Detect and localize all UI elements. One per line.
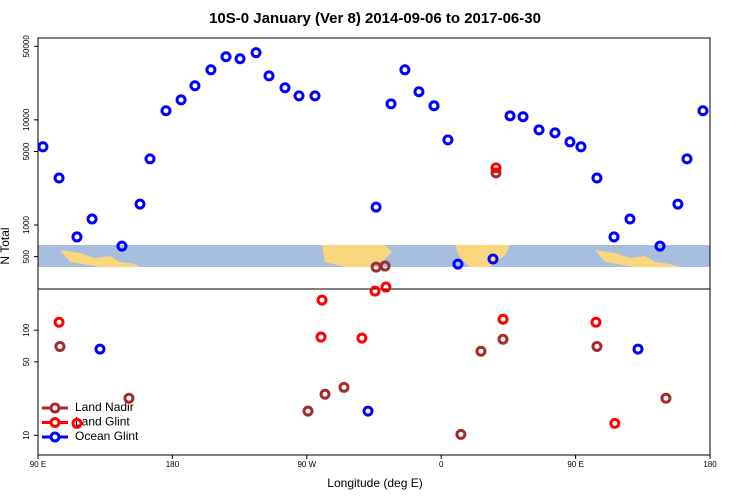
point [302,405,314,417]
point [315,331,327,343]
point [220,51,232,63]
point [591,172,603,184]
point [452,258,464,270]
point [160,105,172,117]
point [134,198,146,210]
y-tick-label: 5000 [22,142,31,160]
point [428,100,440,112]
legend-label: Land Glint [75,415,130,429]
y-tick-label: 100 [22,323,31,337]
point [94,343,106,355]
x-tick-label: 90 E [30,460,46,469]
point [234,53,246,65]
point [385,98,397,110]
point [654,240,666,252]
point [338,381,350,393]
point [442,134,454,146]
point [362,405,374,417]
point [144,153,156,165]
point [369,285,381,297]
point [591,340,603,352]
y-tick-label: 50 [22,357,31,366]
point [293,90,305,102]
point [309,90,321,102]
point [53,316,65,328]
legend-label: Ocean Glint [75,429,139,443]
point [517,111,529,123]
y-tick-label: 50000 [22,35,31,58]
x-axis-label: Longitude (deg E) [327,476,422,490]
point [497,333,509,345]
point [660,392,672,404]
point [370,261,382,273]
point [37,141,49,153]
map-strip [38,245,710,267]
point [86,213,98,225]
point [490,162,502,174]
legend-label: Land Nadir [75,400,134,414]
legend-marker [49,431,61,443]
point [490,167,502,179]
point [319,388,331,400]
point [487,253,499,265]
point [189,80,201,92]
legend-marker [49,417,61,428]
plot-frame [37,37,711,456]
point [71,417,83,429]
point [413,86,425,98]
y-axis-label: N Total [0,227,12,264]
y-tick-label: 10000 [22,108,31,131]
point [681,153,693,165]
x-tick-label: 90 E [567,460,583,469]
point [71,231,83,243]
point [672,198,684,210]
point [399,64,411,76]
y-tick-label: 10 [22,430,31,439]
point [624,213,636,225]
point [497,313,509,325]
x-tick-label: 180 [166,460,180,469]
point [263,70,275,82]
y-tick-label: 500 [22,249,31,263]
point [590,316,602,328]
point [380,281,392,293]
point [564,136,576,148]
legend-marker [49,402,61,414]
x-tick-label: 90 W [297,460,316,469]
point [632,343,644,355]
point [116,240,128,252]
point [316,294,328,306]
point [697,105,709,117]
point [455,428,467,440]
point [370,201,382,213]
point [533,124,545,136]
point [356,332,368,344]
y-tick-label: 1000 [22,216,31,234]
point [549,127,561,139]
point [53,172,65,184]
point [609,417,621,429]
point [575,141,587,153]
point [54,340,66,352]
chart-title: 10S-0 January (Ver 8) 2014-09-06 to 2017… [209,10,541,27]
x-tick-label: 180 [703,460,717,469]
point [123,392,135,404]
x-tick-label: 0 [439,460,444,469]
point [608,231,620,243]
point [279,82,291,94]
point [250,47,262,59]
point [175,94,187,106]
point [205,64,217,76]
point [379,260,391,272]
point [504,110,516,122]
point [475,345,487,357]
